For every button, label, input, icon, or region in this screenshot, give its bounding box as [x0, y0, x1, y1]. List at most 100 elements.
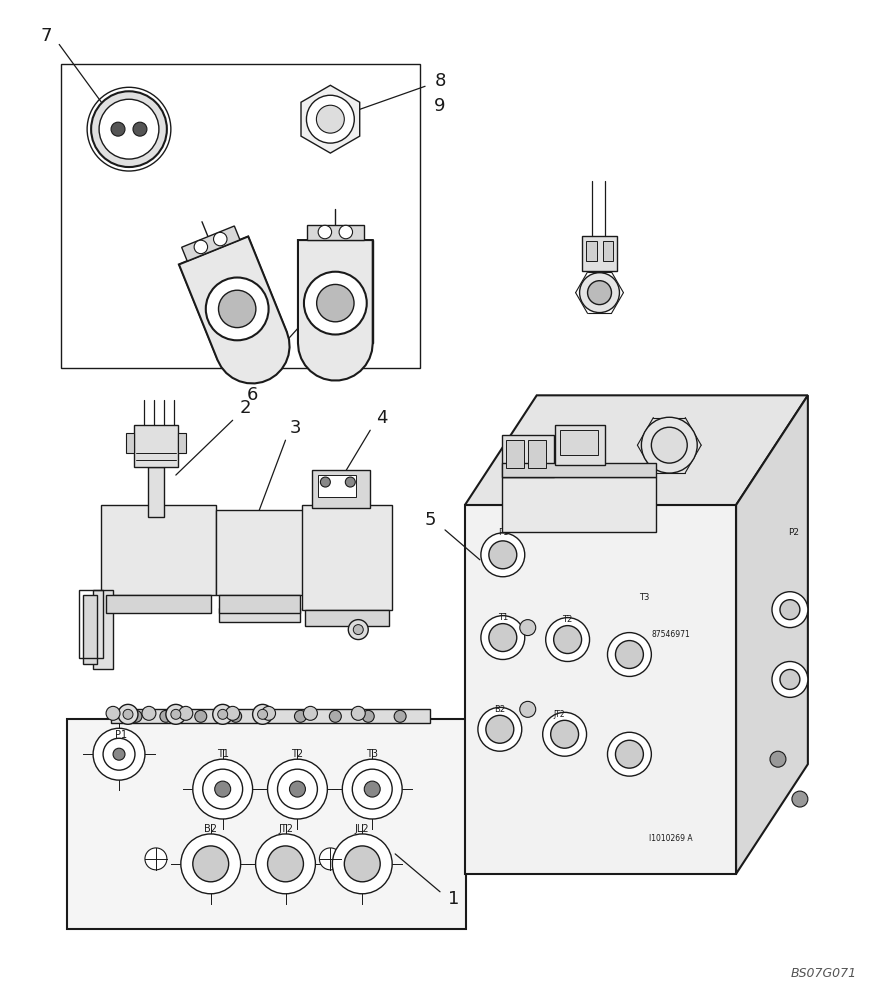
Circle shape	[307, 95, 354, 143]
Bar	[67, 719, 466, 929]
Polygon shape	[301, 85, 359, 153]
Polygon shape	[179, 236, 287, 360]
Circle shape	[348, 620, 368, 640]
Circle shape	[343, 759, 402, 819]
Bar	[134, 425, 178, 467]
Circle shape	[181, 834, 241, 894]
Circle shape	[546, 618, 590, 661]
Circle shape	[550, 720, 579, 748]
Polygon shape	[298, 240, 373, 380]
Circle shape	[554, 626, 582, 654]
Circle shape	[252, 704, 273, 724]
Text: P1: P1	[115, 730, 127, 740]
Polygon shape	[465, 395, 808, 505]
Circle shape	[193, 846, 228, 882]
Text: T3: T3	[640, 593, 649, 602]
Circle shape	[212, 704, 233, 724]
Bar	[216, 510, 303, 595]
Circle shape	[588, 281, 612, 305]
Text: T2: T2	[563, 615, 573, 624]
Circle shape	[520, 701, 536, 717]
Text: B2: B2	[204, 824, 218, 834]
Circle shape	[318, 225, 332, 239]
Circle shape	[303, 706, 318, 720]
Text: 4: 4	[376, 409, 388, 427]
Circle shape	[258, 709, 268, 719]
Text: 6: 6	[247, 386, 259, 404]
Bar	[178, 433, 186, 453]
Circle shape	[206, 278, 268, 340]
Circle shape	[317, 284, 354, 322]
Bar	[582, 236, 617, 271]
Bar	[79, 590, 103, 658]
Text: B2: B2	[494, 705, 506, 714]
Text: T1: T1	[217, 749, 228, 759]
Circle shape	[792, 791, 808, 807]
Circle shape	[193, 759, 252, 819]
Bar	[83, 595, 97, 664]
Bar	[106, 595, 211, 613]
Circle shape	[194, 240, 208, 254]
Circle shape	[268, 846, 303, 882]
Circle shape	[166, 704, 186, 724]
Circle shape	[178, 706, 193, 720]
Text: 7: 7	[40, 27, 52, 45]
Circle shape	[142, 706, 156, 720]
Circle shape	[304, 272, 367, 335]
Bar	[465, 505, 736, 874]
Circle shape	[215, 781, 231, 797]
Circle shape	[320, 477, 330, 487]
Bar	[555, 425, 605, 465]
Bar	[219, 608, 301, 622]
Circle shape	[194, 710, 207, 722]
Circle shape	[352, 769, 392, 809]
Circle shape	[345, 477, 355, 487]
Circle shape	[542, 712, 587, 756]
Bar	[585, 241, 597, 261]
Text: 8: 8	[434, 72, 446, 90]
Circle shape	[489, 541, 516, 569]
Circle shape	[261, 706, 276, 720]
Circle shape	[772, 661, 808, 697]
Circle shape	[290, 781, 305, 797]
Circle shape	[607, 633, 651, 676]
Circle shape	[213, 232, 227, 246]
Text: 2: 2	[240, 399, 252, 417]
Text: 9: 9	[434, 97, 446, 115]
Circle shape	[481, 533, 524, 577]
Circle shape	[226, 706, 240, 720]
Circle shape	[333, 834, 392, 894]
Circle shape	[202, 769, 243, 809]
Bar	[148, 467, 164, 517]
Text: JL2: JL2	[355, 824, 369, 834]
Bar	[559, 430, 598, 455]
Circle shape	[317, 105, 344, 133]
Text: P2: P2	[789, 528, 799, 537]
Circle shape	[780, 600, 800, 620]
Circle shape	[268, 759, 327, 819]
Polygon shape	[736, 395, 808, 874]
Circle shape	[364, 781, 380, 797]
Bar	[318, 475, 356, 497]
Bar	[62, 64, 420, 368]
Circle shape	[641, 417, 698, 473]
Bar	[305, 610, 389, 626]
Bar	[502, 477, 657, 532]
Circle shape	[520, 620, 536, 636]
Circle shape	[103, 738, 135, 770]
Bar	[111, 709, 430, 723]
Circle shape	[607, 732, 651, 776]
Circle shape	[219, 290, 256, 328]
Polygon shape	[298, 240, 373, 343]
Bar	[101, 505, 216, 595]
Text: T2: T2	[292, 749, 303, 759]
Circle shape	[91, 91, 167, 167]
Text: BS07G071: BS07G071	[790, 967, 856, 980]
Text: T3: T3	[367, 749, 378, 759]
Bar	[312, 470, 370, 508]
Bar	[219, 595, 301, 613]
Text: T1: T1	[498, 613, 508, 622]
Bar	[302, 505, 392, 610]
Circle shape	[106, 706, 120, 720]
Circle shape	[615, 641, 643, 668]
